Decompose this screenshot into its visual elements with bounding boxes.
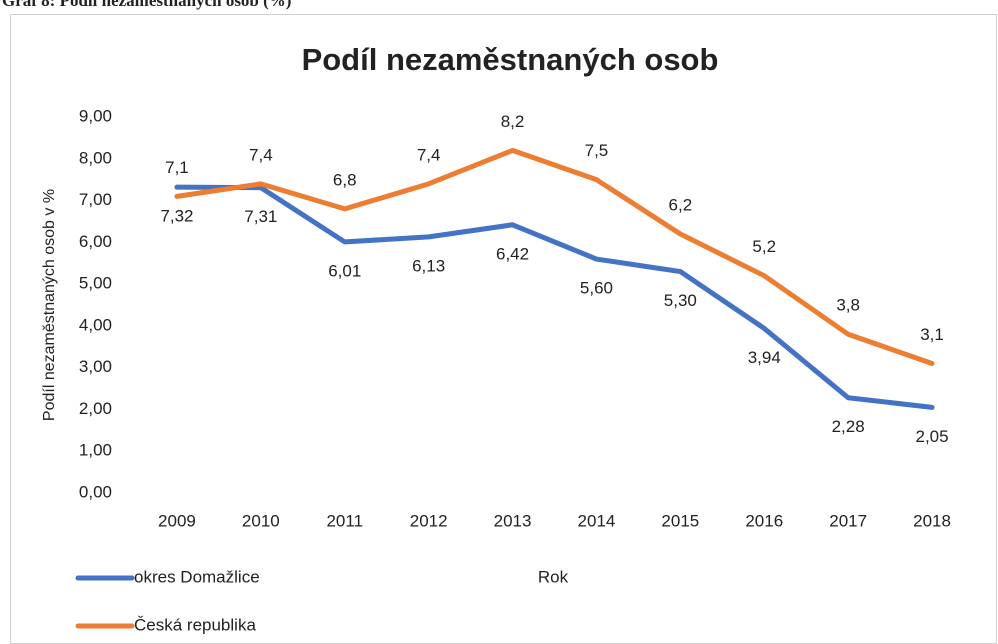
y-tick-label: 4,00 (79, 315, 112, 334)
y-tick-label: 5,00 (79, 274, 112, 293)
data-label: 3,8 (836, 296, 860, 315)
data-label: 2,28 (832, 417, 865, 436)
chart-border (10, 14, 997, 644)
data-label: 6,42 (496, 244, 529, 263)
data-label: 6,01 (328, 261, 361, 280)
caption: Graf 8: Podíl nezaměstnaných osob (%) (2, 0, 291, 10)
data-label: 7,4 (417, 145, 441, 164)
chart-title: Podíl nezaměstnaných osob (302, 42, 719, 77)
x-tick-label: 2018 (913, 511, 951, 530)
y-tick-label: 0,00 (79, 482, 112, 501)
data-label: 7,5 (585, 141, 609, 160)
legend-label: Česká republika (134, 615, 256, 634)
series-line (174, 184, 935, 410)
x-tick-label: 2016 (745, 511, 783, 530)
y-tick-label: 2,00 (79, 399, 112, 418)
y-tick-label: 6,00 (79, 232, 112, 251)
y-tick-label: 1,00 (79, 441, 112, 460)
y-tick-label: 8,00 (79, 148, 112, 167)
data-label: 5,2 (752, 237, 776, 256)
data-label: 5,60 (580, 279, 613, 298)
data-label: 7,4 (249, 145, 273, 164)
data-label: 5,30 (664, 291, 697, 310)
y-tick-label: 3,00 (79, 357, 112, 376)
x-tick-label: 2014 (578, 511, 616, 530)
series-line (174, 147, 935, 366)
x-axis-label: Rok (538, 567, 569, 586)
data-label: 6,2 (669, 195, 693, 214)
x-tick-label: 2010 (242, 511, 280, 530)
x-tick-label: 2011 (326, 511, 363, 530)
data-label: 6,13 (412, 256, 445, 275)
x-tick-label: 2017 (829, 511, 867, 530)
data-label: 3,1 (920, 325, 944, 344)
x-tick-label: 2009 (158, 511, 196, 530)
x-tick-label: 2012 (410, 511, 448, 530)
y-tick-label: 7,00 (79, 190, 112, 209)
x-tick-label: 2015 (661, 511, 699, 530)
y-axis-label: Podíl nezaměstnaných osob v % (41, 189, 58, 421)
y-tick-label: 9,00 (79, 106, 112, 125)
data-label: 6,8 (333, 170, 357, 189)
data-label: 7,1 (165, 158, 189, 177)
legend-label: okres Domažlice (134, 567, 260, 586)
x-tick-label: 2013 (494, 511, 532, 530)
data-label: 3,94 (748, 348, 781, 367)
data-label: 7,32 (160, 207, 193, 226)
data-label: 2,05 (916, 427, 949, 446)
data-label: 8,2 (501, 112, 525, 131)
data-label: 7,31 (244, 207, 277, 226)
